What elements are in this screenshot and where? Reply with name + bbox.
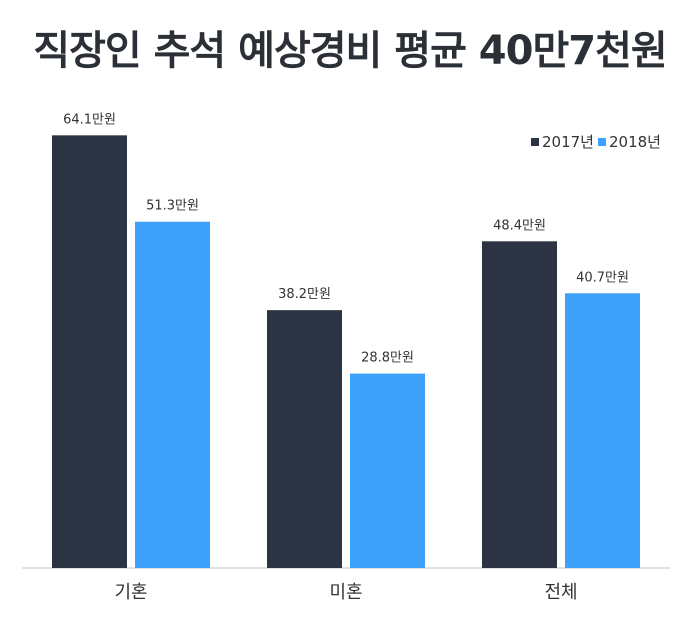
data-label-series1-2: 38.2만원 xyxy=(278,287,331,302)
legend-label-1: 2017년 xyxy=(542,133,594,151)
legend-label-2: 2018년 xyxy=(609,133,661,151)
data-label-series2-1: 51.3만원 xyxy=(146,199,199,214)
bar-series2-2 xyxy=(350,373,425,568)
data-label-series1-1: 64.1만원 xyxy=(63,112,116,127)
bar-series2-1 xyxy=(135,221,210,568)
data-label-series2-3: 40.7만원 xyxy=(576,270,629,285)
category-label-1: 기혼 xyxy=(114,582,147,603)
data-label-series2-2: 28.8만원 xyxy=(361,351,414,366)
bar-series1-2 xyxy=(267,310,342,568)
category-label-3: 전체 xyxy=(544,582,577,603)
bar-series1-1 xyxy=(52,135,127,568)
bar-series2-3 xyxy=(565,293,640,568)
legend-swatch-2 xyxy=(598,138,606,146)
legend-swatch-1 xyxy=(531,138,539,146)
category-label-2: 미혼 xyxy=(329,582,362,603)
data-label-series1-3: 48.4만원 xyxy=(493,218,546,233)
bar-series1-3 xyxy=(482,241,557,569)
chart-title: 직장인 추석 예상경비 평균 40만7천원 xyxy=(33,28,667,74)
